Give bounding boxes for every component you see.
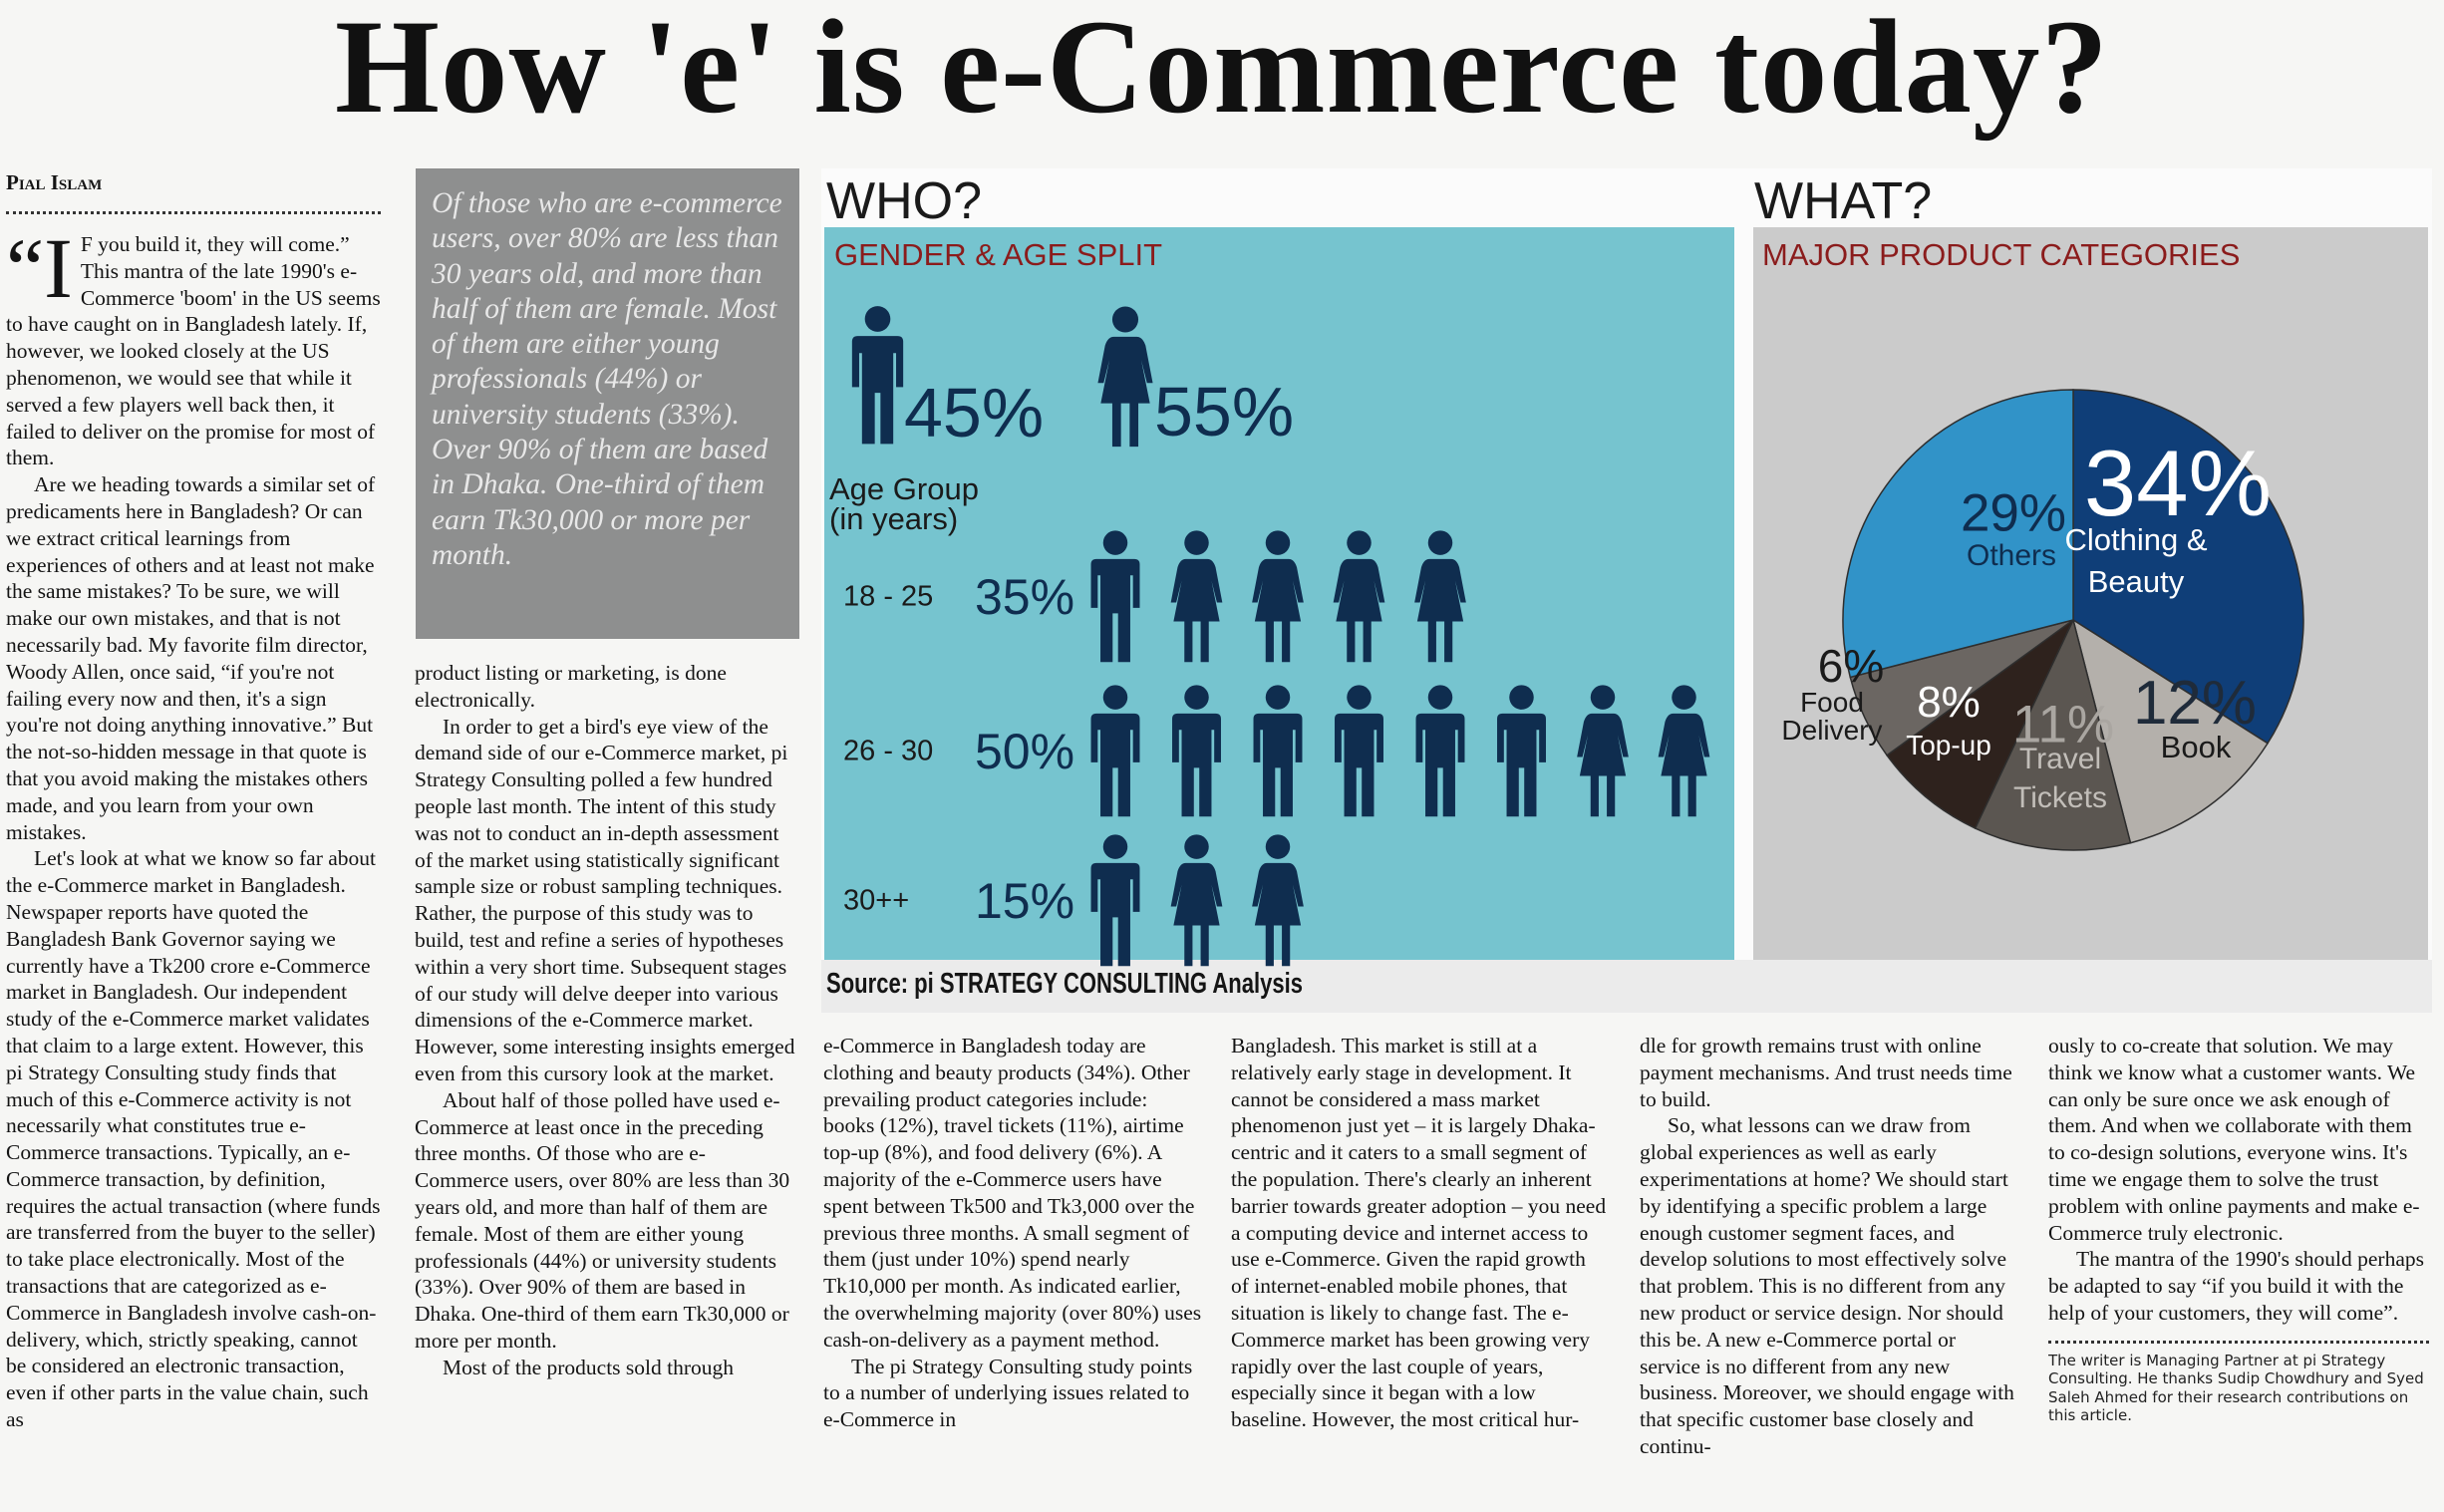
slice-value-label: 6% [1817, 640, 1885, 692]
headline: How 'e' is e-Commerce today? [334, 0, 2110, 142]
paragraph: About half of those polled have used e-C… [415, 1087, 790, 1353]
paragraph: The pi Strategy Consulting study points … [823, 1354, 1193, 1432]
gender-value-label: 55% [1154, 373, 1295, 451]
source-note: Source: pi STRATEGY CONSULTING Analysis [826, 968, 1304, 1000]
article-column: ously to co-create that solution. We may… [2048, 1033, 2429, 1509]
paragraph: Are we heading towards a similar set of … [6, 472, 376, 844]
paragraph: dle for growth remains trust with online… [1640, 1034, 2012, 1111]
pie-slice [2071, 618, 2270, 844]
slice-value-label: 29% [1960, 483, 2067, 543]
article-column: Bangladesh. This market is still at a re… [1231, 1033, 1608, 1509]
slice-category-label: Travel Tickets [2013, 743, 2107, 814]
age-group-label: Age Group (in years) [829, 471, 979, 536]
paragraph: So, what lessons can we draw from global… [1640, 1113, 2014, 1458]
chart-title: WHO? [826, 172, 982, 230]
value-label: 35% [975, 569, 1075, 625]
paragraph: e-Commerce in Bangladesh today are cloth… [823, 1034, 1202, 1352]
slice-category-label: Top-up [1906, 730, 1991, 760]
category-label: 18 - 25 [843, 580, 934, 613]
gender-value-label: 45% [904, 374, 1045, 452]
slice-value-label: 12% [2132, 669, 2258, 738]
slice-value-label: 8% [1917, 678, 1981, 727]
footnote: The writer is Managing Partner at pi Str… [2048, 1351, 2424, 1425]
slice-category-label: Food Delivery [1781, 687, 1883, 746]
pie-slice [1974, 617, 2132, 851]
category-label: 30++ [843, 884, 910, 917]
pie-slice [1886, 619, 2074, 830]
category-label: 26 - 30 [843, 735, 934, 767]
paragraph: Let's look at what we know so far about … [6, 846, 381, 1432]
pull-quote: Of those who are e-commerce users, over … [416, 168, 799, 639]
chart-subtitle: MAJOR PRODUCT CATEGORIES [1762, 237, 2241, 272]
drop-cap: “I [6, 231, 73, 316]
slice-category-label: Clothing & Beauty [2064, 522, 2208, 599]
slice-value-label: 34% [2083, 431, 2273, 535]
chart-subtitle: GENDER & AGE SPLIT [834, 237, 1163, 272]
slice-category-label: Book [2160, 730, 2232, 764]
byline: Pial Islam [6, 170, 103, 194]
article-column: dle for growth remains trust with online… [1640, 1033, 2020, 1509]
article-column: e-Commerce in Bangladesh today are cloth… [823, 1033, 1202, 1509]
chart-title: WHAT? [1754, 172, 1933, 230]
slice-category-label: Others [1966, 539, 2057, 572]
footnote-divider [2048, 1340, 2429, 1344]
paragraph: product listing or marketing, is done el… [415, 661, 727, 712]
source-strip [821, 960, 2432, 1013]
paragraph: ously to co-create that solution. We may… [2048, 1034, 2420, 1245]
paragraph: In order to get a bird's eye view of the… [415, 714, 795, 1085]
paragraph: Most of the products sold through [443, 1355, 735, 1379]
value-label: 50% [975, 724, 1075, 779]
slice-value-label: 11% [2011, 695, 2115, 755]
paragraph: Bangladesh. This market is still at a re… [1231, 1034, 1607, 1432]
paragraph: F you build it, they will come.” This ma… [6, 232, 381, 470]
pie-slice [2072, 389, 2304, 745]
value-label: 15% [975, 873, 1075, 929]
article-column: product listing or marketing, is done el… [415, 660, 797, 1507]
pie-slice [1842, 389, 2074, 679]
article-column: “I F you build it, they will come.” This … [6, 231, 383, 1509]
paragraph: The mantra of the 1990's should perhaps … [2048, 1247, 2424, 1325]
byline-divider [6, 211, 381, 214]
